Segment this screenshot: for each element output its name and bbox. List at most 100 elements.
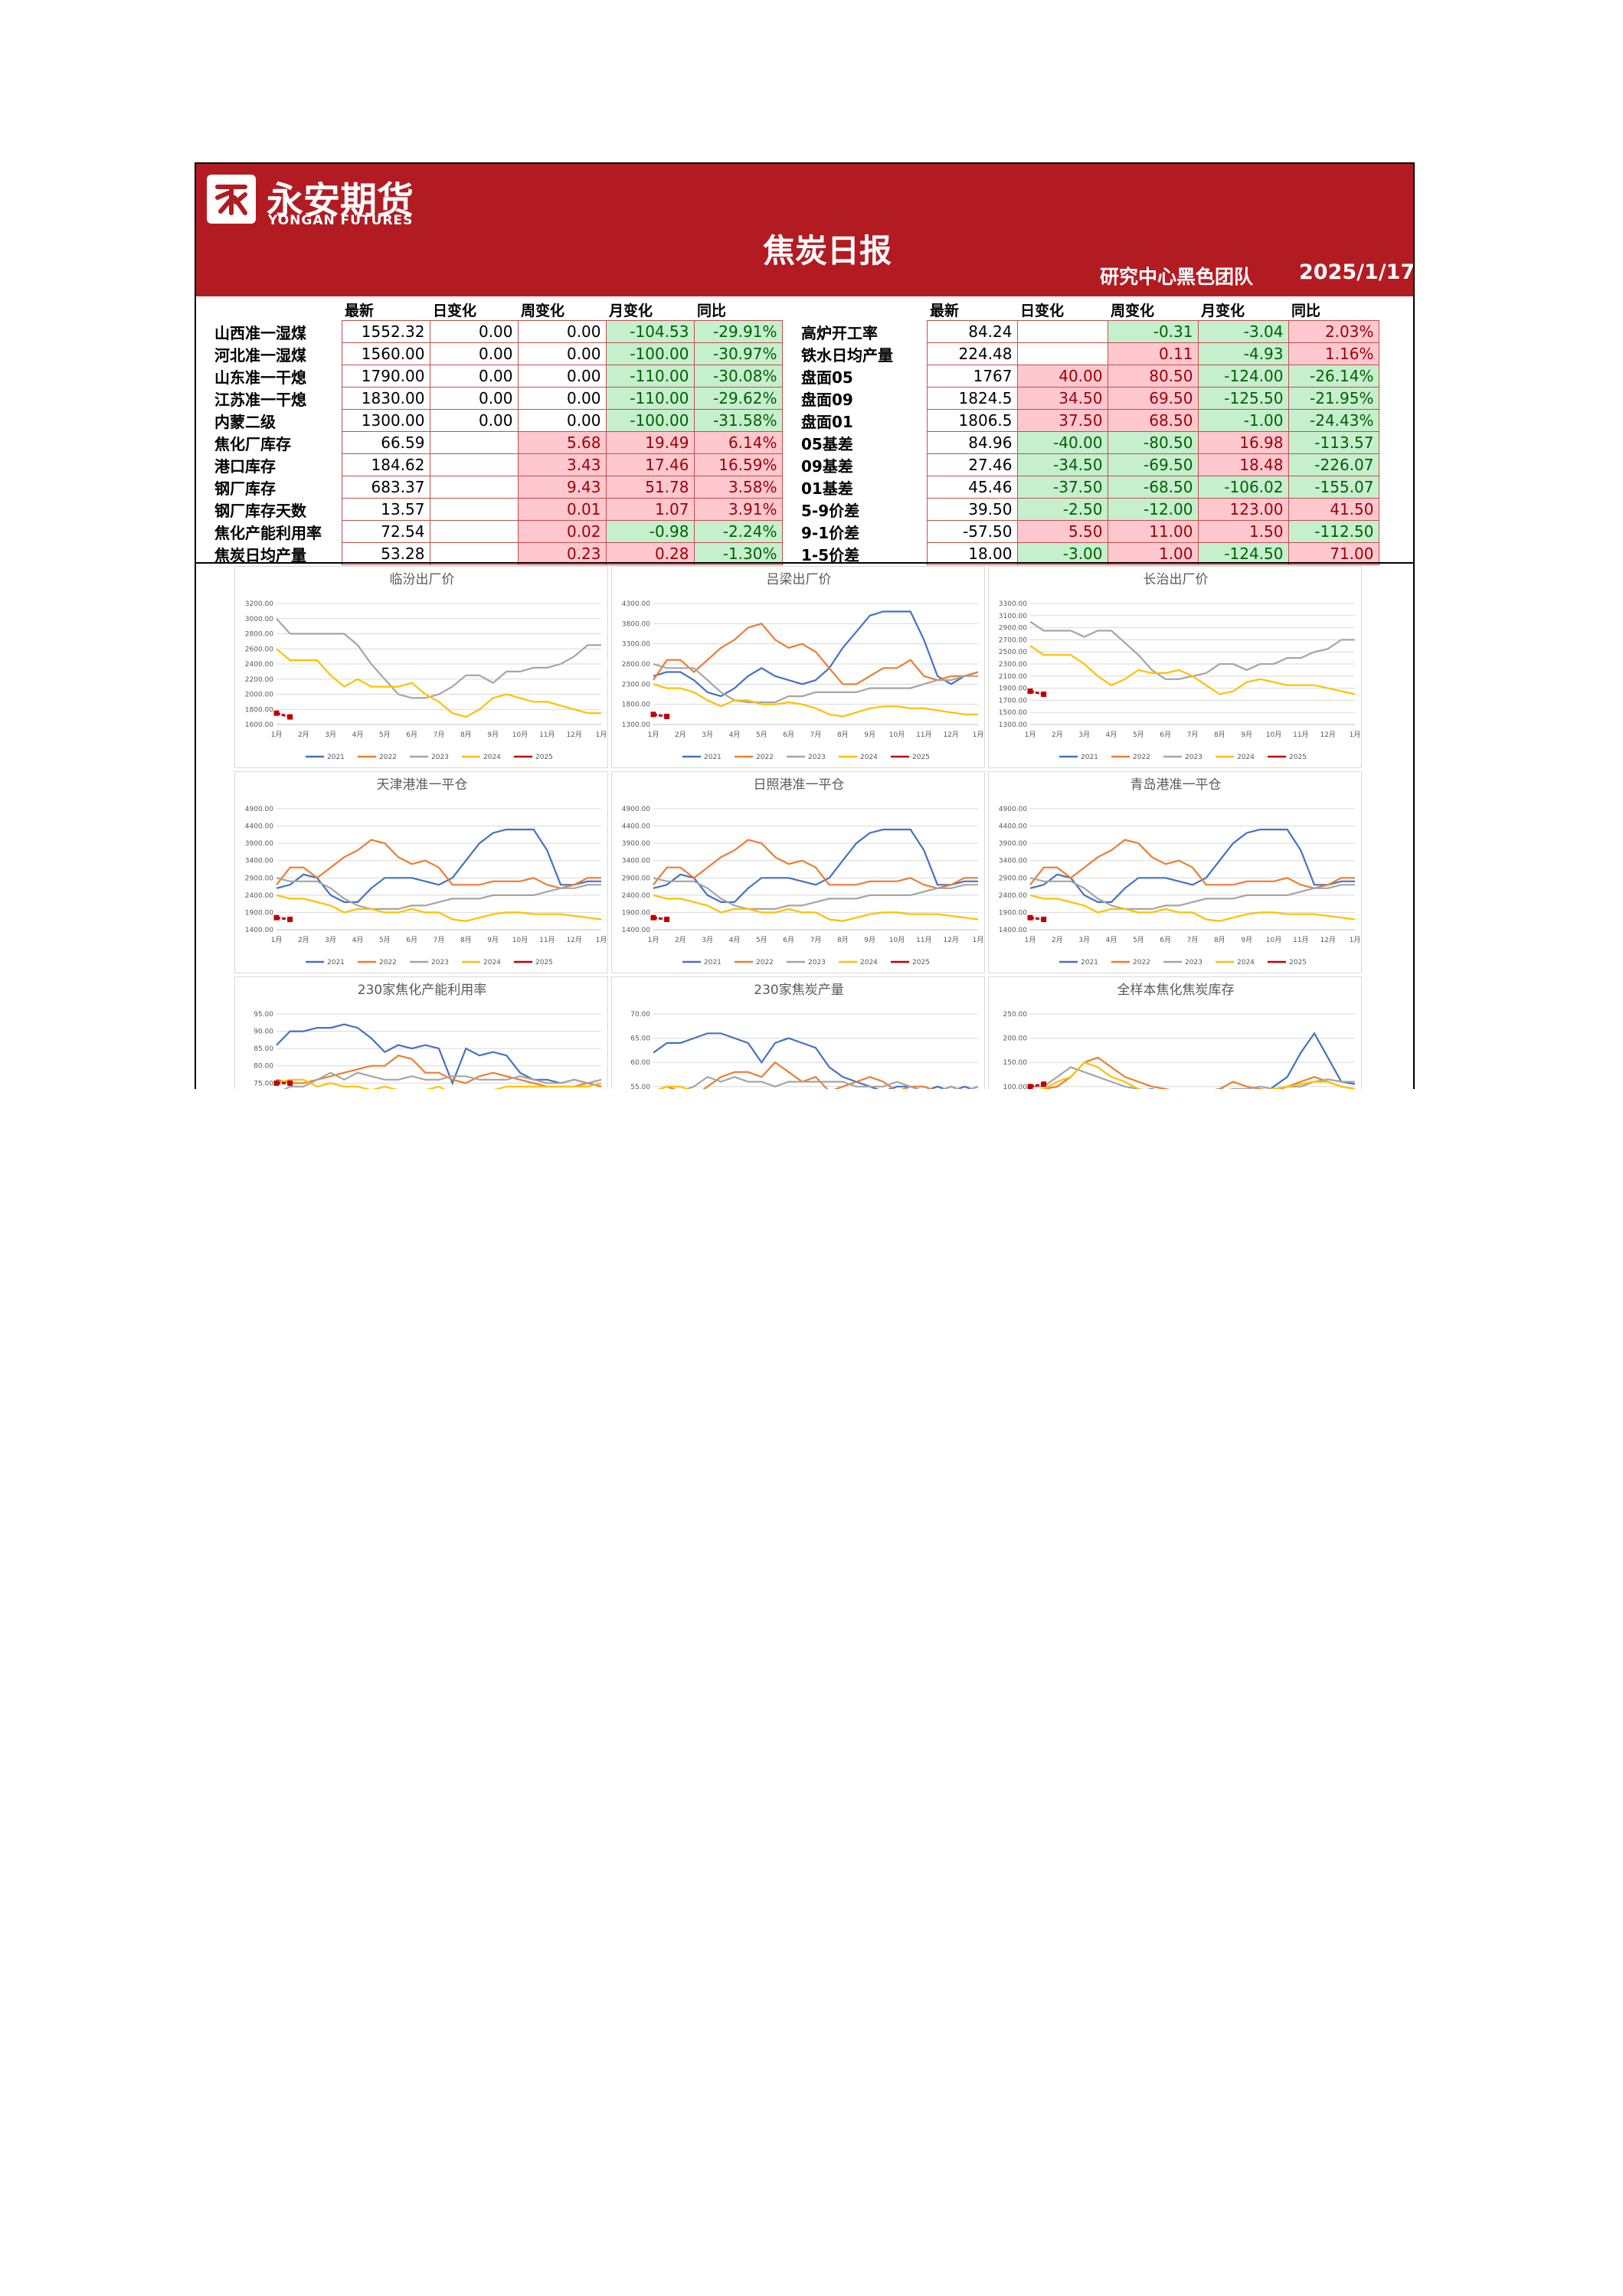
right-table: 最新 日变化 周变化 月变化 同比 高炉开工率 84.24 -0.31 -3.04 2.03% 铁水… [800,299,1379,565]
row-label: 铁水日均产量 [801,345,893,365]
y-tick-label: 3400.00 [999,858,1027,865]
point-marker [650,914,656,921]
cell: 1.07 [605,498,695,521]
legend-label: 2022 [756,754,774,761]
chart-title: 天津港准一平仓 [377,777,468,793]
cell: -68.50 [1107,476,1199,499]
x-tick-label: 1月 [596,731,607,739]
chart-panel: 长治出厂价 1300.00 1500.00 1700.00 1900.00 2100.00… [988,566,1362,768]
legend-label: 2024 [860,959,878,966]
column-header: 月变化 [609,303,653,319]
x-tick-label: 4月 [1106,936,1117,944]
cell: 0.00 [517,342,607,365]
y-tick-label: 4400.00 [622,823,650,831]
cell: 39.50 [926,498,1018,521]
cell: 1830.00 [341,387,430,410]
series-line [276,1023,602,1087]
chart: 吕梁出厂价 1300.00 1800.00 2300.00 2800.00 3300.00… [622,572,984,761]
cell: 69.50 [1107,387,1199,410]
cell: -69.50 [1107,453,1199,476]
series-line [1029,645,1356,695]
cell: 66.59 [341,431,430,454]
cell: 84.24 [926,320,1018,343]
x-tick-label: 3月 [702,731,713,739]
x-tick-label: 8月 [460,731,472,739]
x-tick-label: 8月 [460,936,472,944]
y-tick-label: 200.00 [1003,1035,1028,1043]
series-line [1029,894,1356,922]
legend-label: 2021 [327,959,345,966]
y-tick-label: 3200.00 [245,600,273,608]
cell: 1.50 [1197,520,1289,543]
legend-label: 2021 [704,754,722,761]
left-table: 最新 日变化 周变化 月变化 同比 山西准一湿煤 1552.32 0.00 0.00 -104.5… [213,299,783,565]
table-row: 内蒙二级 1300.00 0.00 0.00 -100.00 -31.58% [213,409,783,432]
y-tick-label: 2800.00 [245,631,273,639]
series-line [653,623,979,685]
row-label: 焦化厂库存 [214,434,291,453]
x-tick-label: 4月 [1106,731,1117,739]
x-tick-label: 11月 [1293,731,1308,739]
x-tick-label: 8月 [1214,936,1225,944]
y-tick-label: 95.00 [254,1011,273,1019]
series-line [657,1061,979,1089]
x-tick-label: 1月 [271,936,283,944]
x-tick-label: 10月 [1266,936,1281,944]
table-row: 5-9价差 39.50 -2.50 -12.00 123.00 41.50 [800,498,1379,521]
cell: 17.46 [605,453,695,476]
cell: -26.14% [1288,365,1379,388]
x-tick-label: 5月 [1133,936,1144,944]
series-line [653,610,979,698]
series-line [276,1078,602,1089]
series-line [1039,1032,1356,1089]
y-tick-label: 1700.00 [999,697,1027,705]
table-row: 焦炭日均产量 53.28 0.23 0.28 -1.30% [213,542,783,565]
y-tick-label: 1800.00 [245,706,273,714]
cell: -100.00 [605,409,695,432]
cell: 27.46 [926,453,1018,476]
x-tick-label: 1月 [973,936,984,944]
column-header: 最新 [345,303,375,319]
cell: 3.91% [693,498,783,521]
cell [1016,320,1108,343]
x-tick-label: 4月 [729,936,741,944]
column-header: 周变化 [1111,303,1155,319]
header-row: 最新 日变化 周变化 月变化 同比 [800,299,1379,321]
cell: 0.00 [429,342,519,365]
x-tick-label: 8月 [837,936,849,944]
legend-label: 2023 [431,754,449,761]
separator [196,562,1413,564]
y-tick-label: 85.00 [254,1045,273,1053]
x-tick-label: 4月 [729,731,741,739]
x-tick-label: 5月 [756,936,767,944]
y-tick-label: 3800.00 [622,620,650,628]
cell: -110.00 [605,365,695,388]
legend-label: 2023 [1185,959,1203,966]
chart-panel: 天津港准一平仓 1400.00 1900.00 2400.00 2900.00 3400.… [234,771,608,973]
x-tick-label: 10月 [1266,731,1281,739]
legend-label: 2023 [431,959,449,966]
column-header: 日变化 [433,303,477,319]
table-row: 山西准一湿煤 1552.32 0.00 0.00 -104.53 -29.91% [213,320,783,343]
table-row: 山东准一干熄 1790.00 0.00 0.00 -110.00 -30.08% [213,365,783,388]
cell: -2.24% [693,520,783,543]
x-tick-label: 9月 [864,936,875,944]
table-row: 焦化厂库存 66.59 5.68 19.49 6.14% [213,431,783,454]
y-tick-label: 2800.00 [622,661,650,669]
cell: -155.07 [1288,476,1379,499]
y-tick-label: 2900.00 [622,875,650,882]
cell: 1300.00 [341,409,430,432]
cell: -226.07 [1288,453,1379,476]
chart-panel: 全样本焦化焦炭库存0.0050.00100.00150.00200.00250.… [988,976,1362,1089]
legend-label: 2023 [1185,754,1203,761]
x-tick-label: 12月 [943,936,958,944]
cell: 41.50 [1288,498,1379,521]
x-tick-label: 7月 [810,731,822,739]
legend-label: 2022 [1133,959,1150,966]
chart: 230家焦化产能利用率60.0065.0070.0075.0080.0085.0… [254,983,602,1089]
series-line [1029,877,1355,910]
title: 焦炭日报 [762,232,892,270]
cell: -31.58% [693,409,783,432]
legend-label: 2021 [704,959,722,966]
x-tick-label: 6月 [406,936,417,944]
